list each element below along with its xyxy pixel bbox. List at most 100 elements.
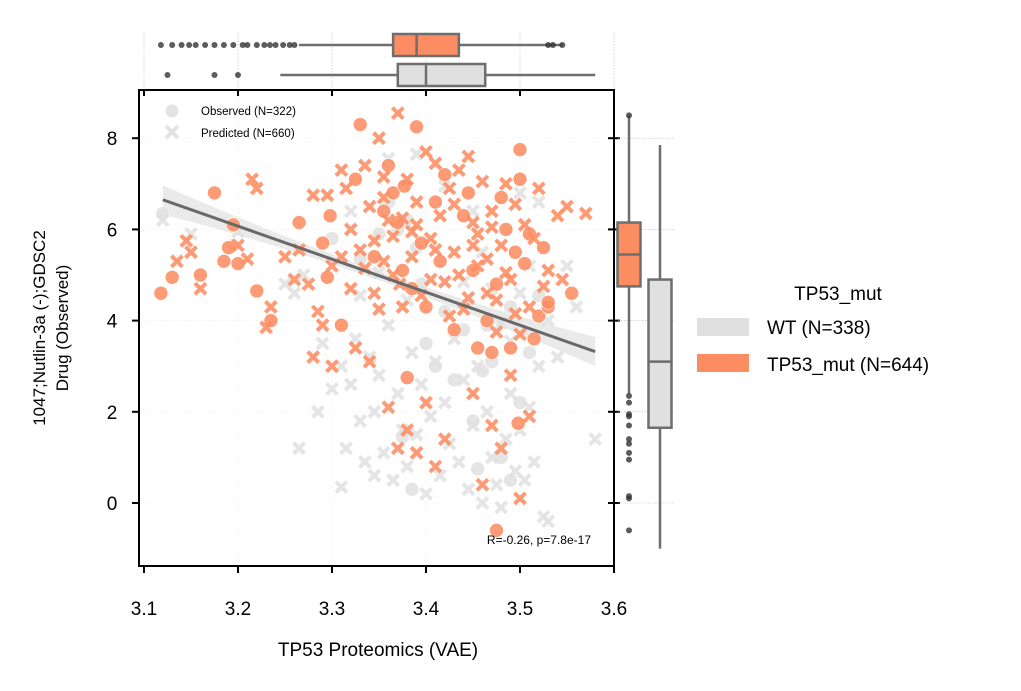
- predicted-point: [494, 500, 509, 515]
- top-mut-outlier: [211, 42, 218, 48]
- predicted-point: [522, 409, 537, 424]
- observed-point: [381, 158, 396, 173]
- observed-point: [315, 235, 330, 251]
- observed-point: [564, 285, 580, 301]
- legend-observed-marker: [165, 104, 179, 118]
- predicted-point: [531, 359, 546, 374]
- top-wt-outlier: [164, 72, 171, 78]
- predicted-point: [409, 195, 424, 209]
- observed-point: [164, 269, 180, 285]
- predicted-point: [588, 432, 603, 447]
- legend-predicted-marker: [164, 124, 180, 140]
- predicted-point: [409, 217, 424, 232]
- observed-point: [484, 345, 500, 360]
- predicted-point: [372, 131, 386, 146]
- predicted-point: [306, 188, 321, 203]
- observed-point: [498, 222, 514, 237]
- predicted-point: [560, 258, 574, 273]
- right-marginal-boxplot: [616, 112, 674, 549]
- observed-point: [348, 171, 363, 187]
- observed-point: [207, 185, 222, 201]
- legend-observed-label: Observed (N=322): [201, 106, 296, 118]
- predicted-point: [404, 249, 419, 264]
- observed-point: [510, 415, 526, 431]
- observed-point: [322, 208, 338, 224]
- y-tick-label: 6: [107, 220, 118, 241]
- right-mut-outlier: [626, 413, 632, 420]
- right-mut-outlier: [626, 422, 632, 429]
- predicted-point: [381, 213, 396, 228]
- predicted-point: [517, 473, 532, 488]
- top-mut-outlier: [169, 42, 176, 48]
- observed-point: [540, 295, 556, 310]
- predicted-point: [498, 265, 513, 280]
- predicted-point: [437, 274, 452, 289]
- observed-point: [531, 308, 547, 324]
- predicted-point: [343, 377, 358, 392]
- observed-point: [460, 185, 476, 201]
- top-mut-outlier: [192, 42, 199, 48]
- predicted-point: [390, 441, 405, 456]
- observed-point: [193, 267, 208, 283]
- predicted-point: [466, 238, 480, 253]
- predicted-point: [362, 354, 377, 369]
- right-mut-outlier: [626, 456, 632, 463]
- predicted-point: [451, 455, 466, 469]
- observed-point: [489, 276, 504, 292]
- observed-point: [319, 269, 335, 285]
- predicted-point: [428, 156, 443, 171]
- observed-point: [409, 119, 424, 135]
- x-tick-label: 3.2: [225, 599, 251, 620]
- predicted-point: [325, 258, 339, 273]
- predicted-point: [381, 318, 396, 333]
- predicted-point: [466, 418, 480, 433]
- x-tick-label: 3.1: [131, 599, 157, 620]
- top-wt-box: [396, 62, 487, 88]
- predicted-point: [484, 418, 499, 433]
- predicted-point: [517, 217, 532, 232]
- top-mut-outlier: [291, 42, 298, 48]
- y-tick-label: 4: [107, 312, 118, 333]
- y-axis-label-line-2: Drug (Observed): [53, 265, 72, 392]
- predicted-point: [245, 172, 260, 187]
- predicted-point: [409, 147, 424, 162]
- axes: 3.1 3.2 3.3 3.4 3.5 3.6 0 2 4 6 8: [107, 90, 627, 620]
- legend-mut-swatch: [697, 354, 749, 372]
- predicted-point: [475, 174, 490, 189]
- predicted-point: [409, 427, 424, 442]
- top-wt-outlier: [235, 72, 241, 78]
- predicted-point: [569, 300, 584, 314]
- predicted-point: [480, 252, 495, 266]
- y-tick-label: 8: [107, 129, 118, 150]
- predicted-point: [527, 231, 542, 246]
- predicted-point: [541, 514, 556, 529]
- predicted-point: [419, 144, 433, 159]
- top-mut-outlier: [239, 42, 246, 48]
- predicted-point: [513, 327, 527, 342]
- predicted-point: [550, 350, 565, 364]
- predicted-point: [184, 245, 198, 260]
- top-marginal-boxplot: [143, 32, 615, 88]
- predicted-point: [513, 286, 527, 301]
- predicted-point: [531, 181, 546, 196]
- observed-point: [507, 244, 523, 260]
- y-tick-label: 0: [107, 494, 118, 515]
- predicted-point: [578, 206, 593, 221]
- predicted-point: [310, 304, 325, 319]
- predicted-point: [386, 229, 401, 244]
- observed-point: [526, 331, 542, 347]
- right-mut-outlier: [626, 112, 632, 119]
- predicted-point: [306, 350, 321, 364]
- predicted-point: [193, 281, 208, 296]
- predicted-point: [484, 220, 499, 235]
- predicted-point: [489, 477, 504, 492]
- top-wt-outlier: [211, 72, 218, 78]
- predicted-point: [334, 163, 349, 178]
- predicted-point: [447, 245, 462, 260]
- predicted-point: [390, 386, 405, 401]
- predicted-point: [433, 468, 448, 483]
- predicted-point: [466, 215, 480, 230]
- predicted-point: [494, 238, 509, 253]
- predicted-point: [376, 445, 391, 460]
- legend-wt-label: WT (N=338): [767, 318, 871, 339]
